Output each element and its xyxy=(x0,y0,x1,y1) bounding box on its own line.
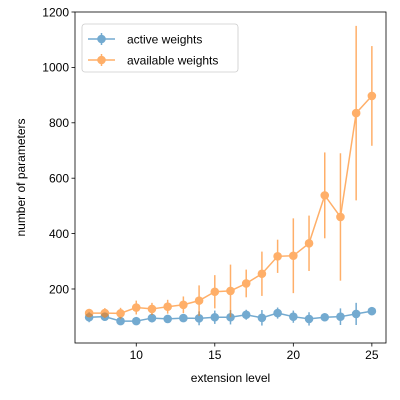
legend-marker xyxy=(88,54,115,66)
data-point xyxy=(351,309,361,319)
y-axis-label: number of parameters xyxy=(14,118,28,236)
y-tick-label: 1200 xyxy=(42,5,69,19)
x-axis-label: extension level xyxy=(191,371,270,385)
data-point xyxy=(367,91,377,101)
x-tick-label: 10 xyxy=(130,348,144,362)
data-point xyxy=(336,212,345,222)
legend-entries: active weights available weights xyxy=(88,32,218,67)
series-0 xyxy=(84,302,377,326)
legend-label: active weights xyxy=(127,32,202,46)
data-point xyxy=(304,238,314,248)
data-point xyxy=(289,312,298,321)
data-point xyxy=(304,314,314,324)
y-tick-label: 1000 xyxy=(42,61,69,75)
data-point xyxy=(194,314,204,323)
data-point xyxy=(131,316,141,326)
x-tick-label: 25 xyxy=(365,348,379,362)
y-tick-label: 600 xyxy=(49,171,69,185)
data-point xyxy=(257,313,267,323)
data-point xyxy=(163,302,172,312)
data-point xyxy=(367,306,377,316)
data-point xyxy=(210,312,220,322)
data-point xyxy=(351,108,361,118)
legend-label: available weights xyxy=(127,53,218,67)
data-point xyxy=(210,287,220,297)
y-tick-label: 200 xyxy=(49,282,69,296)
data-point xyxy=(241,310,251,320)
legend-point xyxy=(97,34,106,44)
data-point xyxy=(226,286,235,296)
series-1 xyxy=(84,25,377,319)
legend: active weights available weights xyxy=(81,23,239,73)
data-point xyxy=(116,316,125,326)
plot-marks xyxy=(84,25,377,326)
data-point xyxy=(194,296,204,305)
legend-box xyxy=(81,23,239,73)
data-point xyxy=(179,313,188,323)
x-tick-label: 15 xyxy=(208,348,222,362)
plot-frame xyxy=(74,11,387,344)
data-point xyxy=(100,308,110,318)
data-point xyxy=(257,269,267,279)
y-tick-label: 400 xyxy=(49,227,69,241)
data-point xyxy=(320,312,330,322)
data-point xyxy=(116,309,125,318)
data-point xyxy=(289,251,298,261)
data-point xyxy=(336,312,345,321)
legend-marker xyxy=(88,33,115,45)
data-point xyxy=(163,314,172,324)
data-point xyxy=(84,308,94,318)
data-point xyxy=(320,191,330,200)
x-tick-label: 20 xyxy=(287,348,301,362)
data-point xyxy=(147,304,157,314)
y-tick-label: 800 xyxy=(49,116,69,130)
data-point xyxy=(131,303,141,312)
data-point xyxy=(273,252,282,261)
legend-point xyxy=(97,55,106,65)
axis-ticks: 10 15 20 25 200 400 600 800 1000 1200 xyxy=(42,5,379,362)
data-point xyxy=(273,308,282,318)
data-point xyxy=(241,279,251,288)
data-point xyxy=(147,313,157,323)
data-point xyxy=(179,300,188,310)
